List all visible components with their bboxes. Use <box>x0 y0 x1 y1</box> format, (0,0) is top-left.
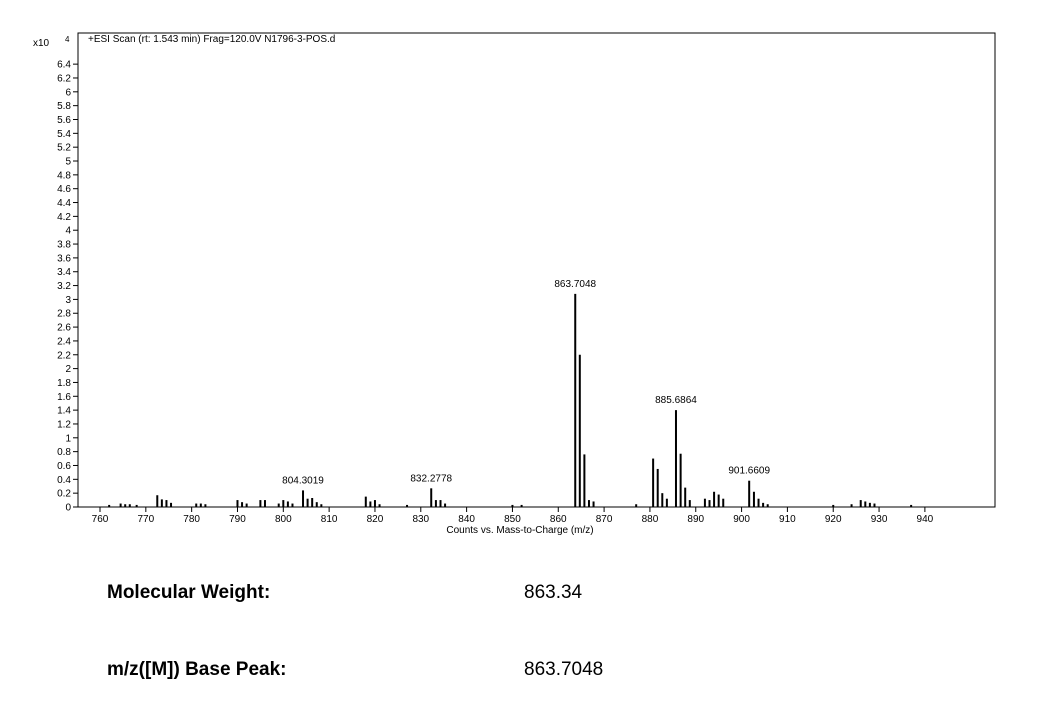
y-tick-label: 4 <box>65 226 71 237</box>
y-tick-label: 6.2 <box>57 73 71 84</box>
field-label: m/z([M]) Base Peak: <box>107 659 287 680</box>
x-tick-label: 870 <box>596 514 613 525</box>
field-label: Molecular Weight: <box>107 582 271 603</box>
chart: +ESI Scan (rt: 1.543 min) Frag=120.0V N1… <box>33 32 996 536</box>
x-tick-label: 800 <box>275 514 292 525</box>
y-tick-label: 4.8 <box>57 170 71 181</box>
x-tick-label: 820 <box>367 514 384 525</box>
x-tick-label: 830 <box>412 514 429 525</box>
y-tick-label: 2.6 <box>57 323 71 334</box>
y-tick-label: 3 <box>65 295 71 306</box>
peak-label: 804.3019 <box>282 475 324 486</box>
y-tick-label: 2 <box>65 364 71 375</box>
plot-frame <box>77 32 996 508</box>
y-tick-label: 0 <box>65 503 71 514</box>
chart-title: +ESI Scan (rt: 1.543 min) Frag=120.0V N1… <box>88 34 335 45</box>
y-tick-label: 5 <box>65 157 71 168</box>
y-tick-label: 1 <box>65 433 71 444</box>
y-scale-label: x10 <box>33 38 50 49</box>
y-tick-label: 5.2 <box>57 143 71 154</box>
x-tick-label: 900 <box>733 514 750 525</box>
x-tick-label: 810 <box>321 514 338 525</box>
y-tick-label: 4.6 <box>57 184 71 195</box>
y-tick-label: 0.4 <box>57 475 71 486</box>
x-tick-label: 760 <box>92 514 109 525</box>
y-tick-label: 2.2 <box>57 350 71 361</box>
y-tick-label: 4.4 <box>57 198 71 209</box>
y-tick-label: 1.8 <box>57 378 71 389</box>
field-value: 863.34 <box>524 582 583 603</box>
peak-label: 832.2778 <box>410 473 452 484</box>
y-tick-label: 3.4 <box>57 267 71 278</box>
y-tick-label: 4.2 <box>57 212 71 223</box>
y-tick-label: 0.6 <box>57 461 71 472</box>
y-tick-label: 0.8 <box>57 447 71 458</box>
peak-label: 863.7048 <box>554 279 596 290</box>
x-tick-label: 840 <box>458 514 475 525</box>
x-tick-label: 940 <box>917 514 934 525</box>
y-tick-label: 1.2 <box>57 419 71 430</box>
y-tick-label: 3.6 <box>57 253 71 264</box>
x-axis-title: Counts vs. Mass-to-Charge (m/z) <box>446 525 593 536</box>
x-tick-label: 790 <box>229 514 246 525</box>
y-tick-label: 6.4 <box>57 60 71 71</box>
y-tick-label: 3.2 <box>57 281 71 292</box>
y-tick-label: 0.2 <box>57 489 71 500</box>
field-value: 863.7048 <box>524 659 604 680</box>
x-tick-label: 880 <box>642 514 659 525</box>
x-tick-label: 910 <box>779 514 796 525</box>
peak-label: 901.6609 <box>728 466 770 477</box>
y-scale-exponent: 4 <box>65 35 70 44</box>
x-tick-label: 770 <box>137 514 154 525</box>
x-tick-label: 930 <box>871 514 888 525</box>
y-tick-label: 5.4 <box>57 129 71 140</box>
y-tick-label: 2.4 <box>57 336 71 347</box>
x-tick-label: 780 <box>183 514 200 525</box>
peak-label: 885.6864 <box>655 395 697 406</box>
y-tick-label: 1.6 <box>57 392 71 403</box>
y-tick-label: 5.8 <box>57 101 71 112</box>
y-tick-label: 5.6 <box>57 115 71 126</box>
y-tick-label: 1.4 <box>57 406 71 417</box>
x-tick-label: 890 <box>687 514 704 525</box>
x-tick-label: 850 <box>504 514 521 525</box>
x-tick-label: 860 <box>550 514 567 525</box>
y-tick-label: 6 <box>65 87 71 98</box>
y-tick-label: 3.8 <box>57 240 71 251</box>
x-tick-label: 920 <box>825 514 842 525</box>
y-tick-label: 2.8 <box>57 309 71 320</box>
